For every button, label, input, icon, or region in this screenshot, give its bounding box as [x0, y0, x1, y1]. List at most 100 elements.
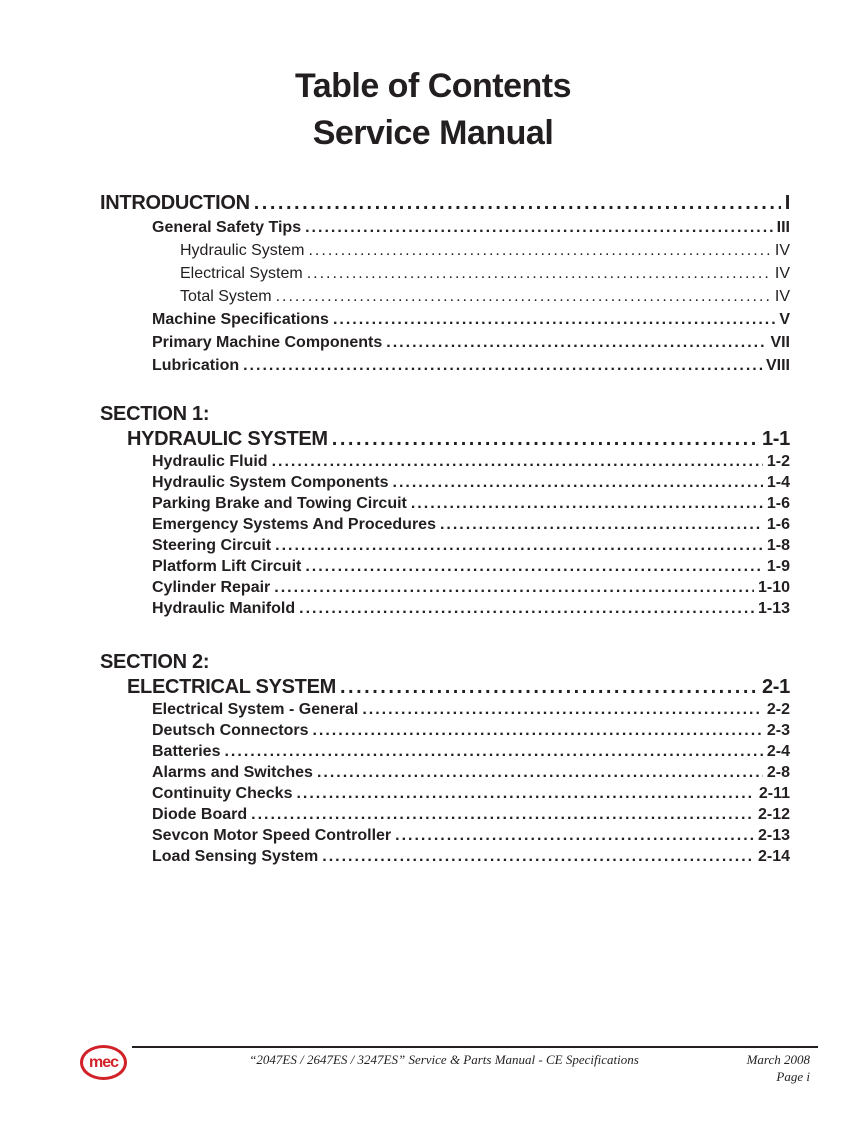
footer-page-number: Page i [776, 1069, 810, 1084]
toc-entry-label: Hydraulic Fluid [152, 453, 268, 470]
toc-entry-label: General Safety Tips [152, 219, 302, 236]
toc-entry-page: VIII [765, 357, 790, 374]
toc-entry-label: Batteries [152, 743, 221, 760]
dot-leader [276, 285, 771, 308]
dot-leader [299, 598, 754, 619]
toc-entry: Electrical System IV [100, 262, 790, 285]
toc-entry-label: Diode Board [152, 806, 248, 823]
toc-entry-label: Hydraulic Manifold [152, 600, 296, 617]
toc-entry-page: 2-1 [761, 676, 790, 698]
dot-leader [254, 191, 781, 216]
toc-entry-page: 2-12 [757, 806, 790, 823]
toc-entry: Deutsch Connectors 2-3 [100, 720, 790, 741]
toc-entry-page: 1-1 [761, 428, 790, 450]
toc-entry-label: Lubrication [152, 357, 240, 374]
toc-entry: Primary Machine Components VII [100, 331, 790, 354]
toc-entry-page: 2-14 [757, 848, 790, 865]
toc-entry: Hydraulic System Components 1-4 [100, 472, 790, 493]
toc-entry-label: Sevcon Motor Speed Controller [152, 827, 392, 844]
dot-leader [322, 846, 754, 867]
toc-entry: ELECTRICAL SYSTEM 2-1 [100, 675, 790, 699]
dot-leader [317, 762, 763, 783]
toc-entry-label: Machine Specifications [152, 311, 329, 328]
toc-entry-page: 1-9 [766, 558, 790, 575]
dot-leader [224, 741, 762, 762]
toc-entry: Total System IV [100, 285, 790, 308]
dot-leader [312, 720, 762, 741]
toc-entry-page: IV [774, 265, 790, 282]
toc-entry: Batteries 2-4 [100, 741, 790, 762]
toc-entry: INTRODUCTION I [100, 191, 790, 216]
toc-entry-label: Hydraulic System [180, 242, 305, 259]
dot-leader [440, 514, 763, 535]
dot-leader [243, 354, 762, 377]
toc-entry: Steering Circuit 1-8 [100, 535, 790, 556]
dot-leader [275, 535, 763, 556]
toc-entry-page: 1-4 [766, 474, 790, 491]
toc-entry-label: Platform Lift Circuit [152, 558, 302, 575]
section-heading: SECTION 1: [100, 403, 210, 425]
toc-entry-label: Deutsch Connectors [152, 722, 309, 739]
toc-entry-label: Hydraulic System Components [152, 474, 389, 491]
toc-entry: Machine Specifications V [100, 308, 790, 331]
toc-entry-label: ELECTRICAL SYSTEM [127, 676, 336, 698]
dot-leader [296, 783, 754, 804]
toc-entry-page: V [779, 311, 790, 328]
toc-entry-label: Electrical System [180, 265, 303, 282]
toc-entry: Emergency Systems And Procedures 1-6 [100, 514, 790, 535]
toc-entry: Sevcon Motor Speed Controller 2-13 [100, 825, 790, 846]
toc-entry-page: 2-8 [766, 764, 790, 781]
section-heading: SECTION 2: [100, 651, 210, 673]
dot-leader [395, 825, 754, 846]
mec-logo-text: mec [88, 1053, 119, 1071]
dot-leader [272, 451, 763, 472]
toc-entry-page: 1-13 [757, 600, 790, 617]
toc-entry-label: Continuity Checks [152, 785, 293, 802]
footer-date-page: March 2008 Page i [747, 1051, 810, 1085]
dot-leader [386, 331, 766, 354]
toc-block: INTRODUCTION I General Safety Tips III Hydra… [100, 191, 790, 377]
toc-entry-page: 2-3 [766, 722, 790, 739]
dot-leader [307, 262, 771, 285]
toc-entry-page: 1-2 [766, 453, 790, 470]
dot-leader [305, 556, 763, 577]
page-title-line2: Service Manual [312, 114, 554, 152]
toc-entry-label: Emergency Systems And Procedures [152, 516, 436, 533]
toc: INTRODUCTION I General Safety Tips III Hydra… [100, 191, 790, 867]
toc-entry: Cylinder Repair 1-10 [100, 577, 790, 598]
dot-leader [251, 804, 754, 825]
toc-entry: Lubrication VIII [100, 354, 790, 377]
toc-entry-label: INTRODUCTION [100, 192, 250, 214]
toc-entry: Alarms and Switches 2-8 [100, 762, 790, 783]
page-title: Table of Contents Service Manual [0, 0, 866, 157]
toc-entry-label: HYDRAULIC SYSTEM [127, 428, 328, 450]
dot-leader [274, 577, 754, 598]
footer: mec “2047ES / 2647ES / 3247ES” Service &… [0, 1038, 866, 1108]
toc-entry: Platform Lift Circuit 1-9 [100, 556, 790, 577]
page-title-line1: Table of Contents [294, 67, 572, 105]
toc-entry: Hydraulic Manifold 1-13 [100, 598, 790, 619]
toc-entry-page: I [784, 192, 791, 214]
toc-entry-page: 2-4 [766, 743, 790, 760]
toc-entry-page: 1-10 [757, 579, 790, 596]
toc-entry: Diode Board 2-12 [100, 804, 790, 825]
toc-entry-page: 2-13 [757, 827, 790, 844]
mec-logo: mec [80, 1045, 127, 1080]
toc-entry: Hydraulic Fluid 1-2 [100, 451, 790, 472]
toc-entry-label: Load Sensing System [152, 848, 319, 865]
toc-entry-page: 1-6 [766, 516, 790, 533]
toc-entry-label: Total System [180, 288, 272, 305]
footer-manual-title: “2047ES / 2647ES / 3247ES” Service & Par… [249, 1052, 639, 1067]
toc-entry-label: Cylinder Repair [152, 579, 271, 596]
toc-entry-page: 2-2 [766, 701, 790, 718]
dot-leader [340, 675, 758, 699]
dot-leader [332, 427, 758, 451]
toc-entry: Hydraulic System IV [100, 239, 790, 262]
toc-entry-label: Primary Machine Components [152, 334, 383, 351]
dot-leader [308, 239, 770, 262]
toc-entry-label: Parking Brake and Towing Circuit [152, 495, 407, 512]
toc-entry: Continuity Checks 2-11 [100, 783, 790, 804]
dot-leader [333, 308, 775, 331]
